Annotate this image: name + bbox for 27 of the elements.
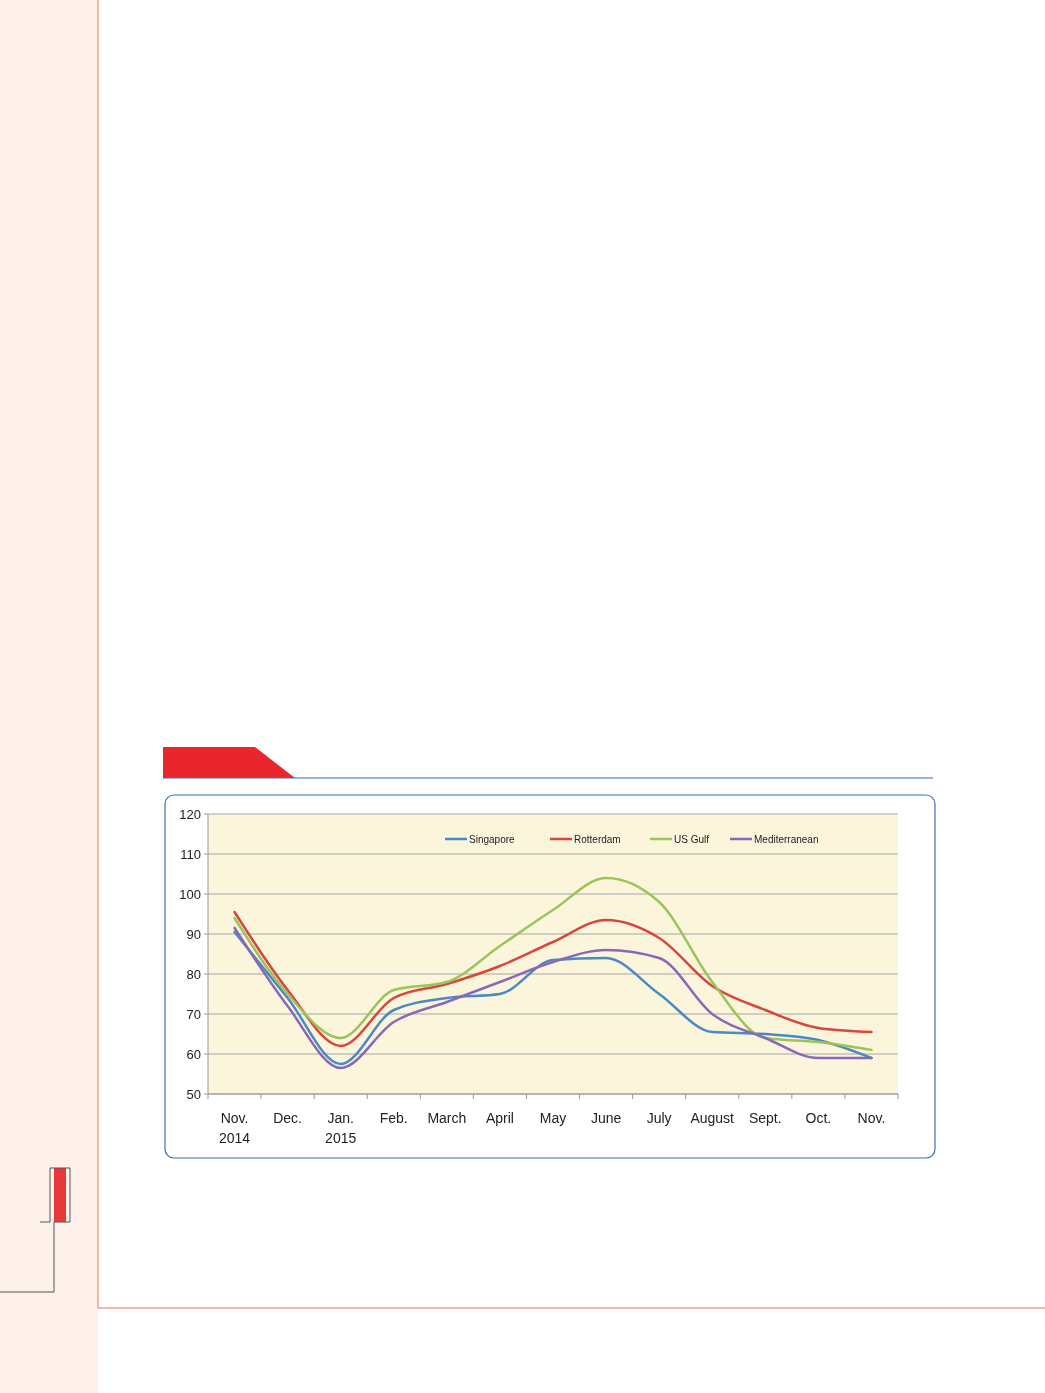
x-tick-label: Oct. (805, 1110, 832, 1126)
line-series (233, 910, 873, 1048)
y-tick-label: 110 (180, 846, 201, 862)
x-tick-label: July (646, 1110, 672, 1126)
x-tick-label: August (690, 1110, 735, 1126)
x-tick-label: Nov. 2014 (218, 1110, 251, 1146)
y-tick-label: 70 (186, 1006, 201, 1022)
y-tick-label: 100 (179, 886, 201, 902)
x-tick-label: Nov. (857, 1110, 886, 1126)
y-tick-label: 60 (186, 1046, 201, 1062)
legend-label: Mediterranean (754, 833, 819, 845)
x-tick-label: March (427, 1110, 467, 1126)
x-tick-label: Feb. (379, 1110, 408, 1126)
legend-label: US Gulf (674, 833, 710, 845)
x-tick-label: May (539, 1110, 567, 1126)
legend-label: Singapore (469, 833, 516, 845)
y-tick-label: 80 (186, 966, 201, 982)
x-tick-label: June (590, 1110, 622, 1126)
legend-label: Rotterdam (574, 833, 621, 845)
x-tick-label: Dec. (273, 1110, 303, 1126)
x-tick-label: Sept. (748, 1110, 782, 1126)
line-series (233, 876, 873, 1052)
x-tick-label: Jan. 2015 (325, 1110, 357, 1146)
y-tick-label: 90 (186, 926, 201, 942)
y-tick-label: 120 (179, 806, 201, 822)
y-tick-label: 50 (186, 1086, 201, 1102)
x-tick-label: April (485, 1110, 514, 1126)
